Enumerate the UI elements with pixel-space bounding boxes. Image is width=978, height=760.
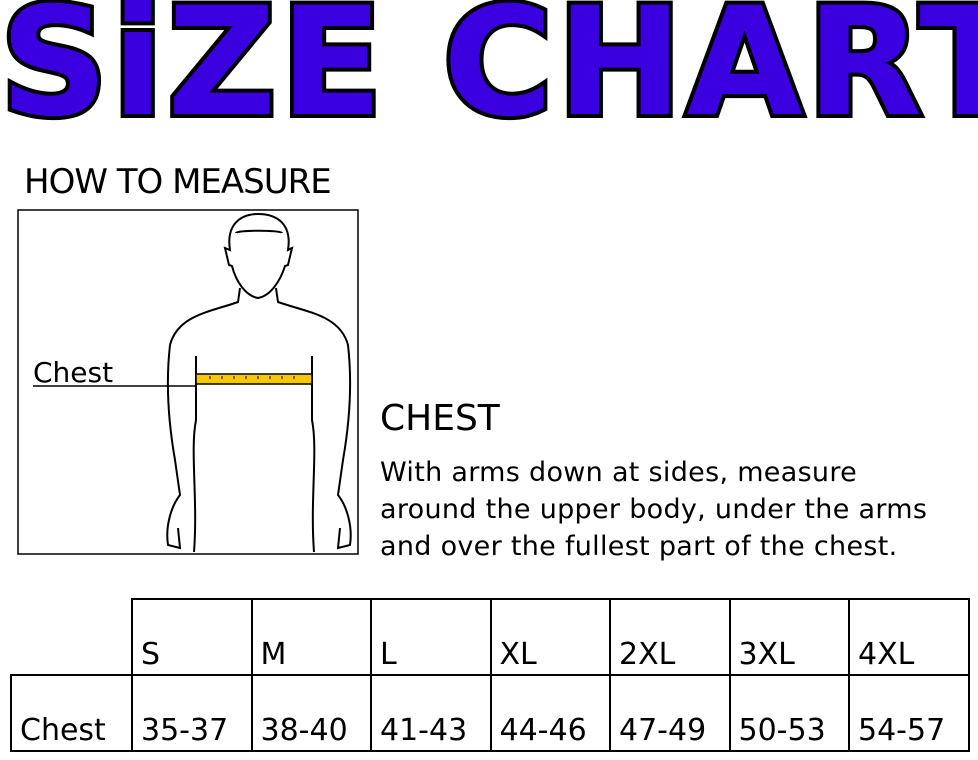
- size-header: XL: [489, 598, 611, 676]
- size-header: L: [370, 598, 492, 676]
- how-to-measure-heading: HOW TO MEASURE: [24, 162, 332, 202]
- size-header: 3XL: [728, 598, 850, 676]
- instructions-line: and over the fullest part of the chest.: [380, 531, 898, 562]
- size-header: M: [250, 598, 372, 676]
- instructions-line: With arms down at sides, measure: [380, 457, 858, 488]
- table-row: Chest 35-37 38-40 41-43 44-46 47-49 50-5…: [10, 674, 970, 752]
- table-cell: 54-57: [848, 674, 970, 752]
- size-header: S: [131, 598, 253, 676]
- table-cell: 50-53: [728, 674, 850, 752]
- instructions-text: With arms down at sides, measure around …: [380, 454, 978, 565]
- instructions-heading: CHEST: [380, 398, 500, 439]
- table-cell: 38-40: [250, 674, 372, 752]
- table-cell: 47-49: [609, 674, 731, 752]
- instructions-line: around the upper body, under the arms: [380, 494, 928, 525]
- body-outline-icon: [166, 212, 352, 553]
- row-label: Chest: [10, 674, 133, 752]
- page-title: SiZE CHART: [0, 0, 978, 136]
- table-header-row: S M L XL 2XL 3XL 4XL: [11, 598, 970, 676]
- measuring-tape-icon: [195, 373, 313, 385]
- table-cell: 41-43: [370, 674, 492, 752]
- size-table: S M L XL 2XL 3XL 4XL Chest 35-37 38-40 4…: [10, 598, 970, 752]
- figure-label-chest: Chest: [33, 356, 113, 389]
- table-cell: 35-37: [131, 674, 253, 752]
- size-header: 4XL: [848, 598, 970, 676]
- svg-text:SiZE CHART: SiZE CHART: [0, 0, 978, 136]
- size-header: 2XL: [609, 598, 731, 676]
- table-cell: 44-46: [489, 674, 611, 752]
